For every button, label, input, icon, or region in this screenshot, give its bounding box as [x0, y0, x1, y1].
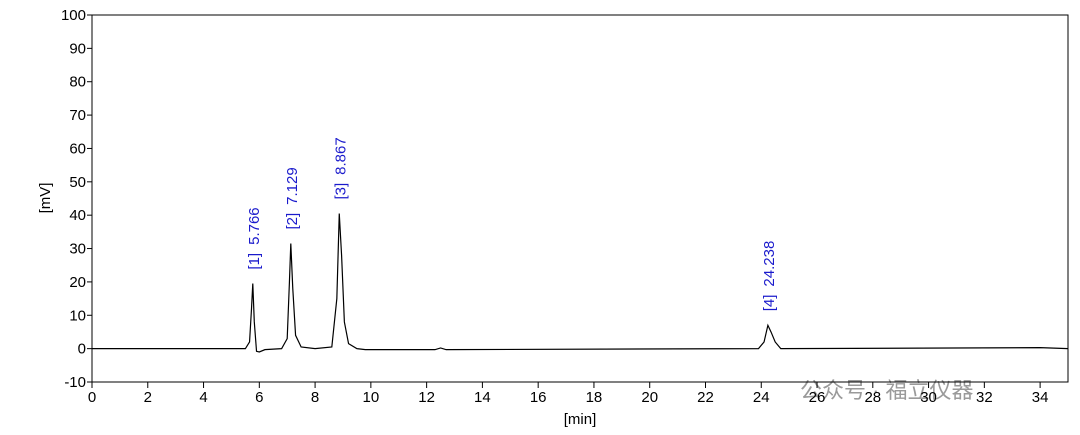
y-axis-label: [mV] — [37, 183, 54, 214]
plot-frame — [91, 14, 1069, 383]
y-tick-label: 70 — [69, 107, 86, 124]
signal-trace — [92, 213, 1069, 353]
peak-label: [1] 5.766 — [246, 207, 263, 269]
x-tick-label: 2 — [144, 389, 152, 406]
x-tick-label: 10 — [363, 389, 380, 406]
y-tick-label: 20 — [69, 274, 86, 291]
x-tick-label: 24 — [753, 389, 770, 406]
x-tick-label: 12 — [418, 389, 435, 406]
x-tick-label: 20 — [641, 389, 658, 406]
x-axis-label: [min] — [564, 411, 597, 428]
peak-label: [2] 7.129 — [284, 167, 301, 229]
peak-time: 5.766 — [246, 207, 263, 245]
x-tick-label: 8 — [311, 389, 319, 406]
y-tick-label: 80 — [69, 74, 86, 91]
y-tick-label: 30 — [69, 241, 86, 258]
x-tick-label: 22 — [697, 389, 714, 406]
x-tick-label: 14 — [474, 389, 491, 406]
y-tick-label: 100 — [61, 7, 86, 24]
peak-time: 24.238 — [761, 241, 778, 287]
y-tick-label: 50 — [69, 174, 86, 191]
y-tick-label: 90 — [69, 40, 86, 57]
y-tick-label: 60 — [69, 140, 86, 157]
y-tick-label: 40 — [69, 207, 86, 224]
peak-label: [4] 24.238 — [761, 241, 778, 312]
y-tick-label: -10 — [64, 374, 86, 391]
x-tick-label: 16 — [530, 389, 547, 406]
x-tick-label: 0 — [88, 389, 96, 406]
peak-number: [1] — [246, 253, 263, 270]
x-tick-label: 6 — [255, 389, 263, 406]
x-tick-label: 18 — [586, 389, 603, 406]
peak-time: 8.867 — [332, 137, 349, 175]
peak-number: [3] — [332, 183, 349, 200]
peak-time: 7.129 — [284, 167, 301, 205]
y-tick-label: 10 — [69, 307, 86, 324]
x-tick-label: 28 — [864, 389, 881, 406]
y-tick-label: 0 — [78, 341, 86, 358]
x-tick-label: 30 — [920, 389, 937, 406]
peak-number: [2] — [284, 213, 301, 230]
x-tick-label: 32 — [976, 389, 993, 406]
peak-label: [3] 8.867 — [332, 137, 349, 199]
peak-number: [4] — [761, 295, 778, 312]
x-tick-label: 26 — [809, 389, 826, 406]
x-tick-label: 34 — [1032, 389, 1049, 406]
x-tick-label: 4 — [199, 389, 207, 406]
